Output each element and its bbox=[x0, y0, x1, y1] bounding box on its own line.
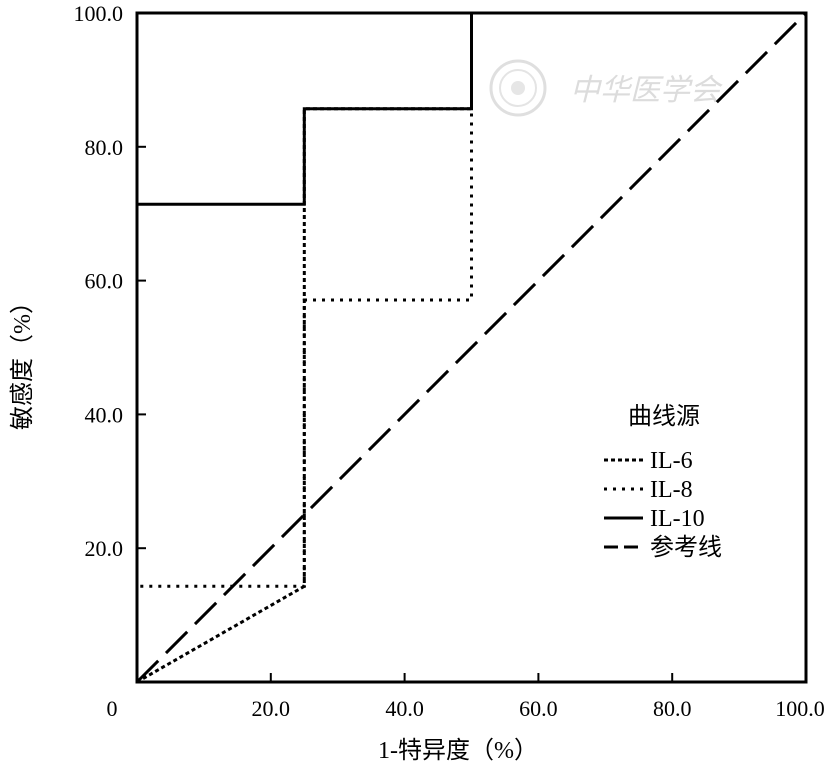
x-tick-label: 60.0 bbox=[519, 696, 558, 721]
legend-label-IL-10: IL-10 bbox=[650, 506, 705, 532]
legend-title: 曲线源 bbox=[628, 403, 700, 430]
series-lines bbox=[135, 11, 808, 684]
x-ticks: 0 20.0 40.0 60.0 80.0 100.0 bbox=[107, 673, 825, 721]
watermark-seal-icon bbox=[489, 59, 547, 117]
x-axis-title: 1-特异度（%） bbox=[378, 737, 538, 764]
legend-label-IL-8: IL-8 bbox=[650, 477, 693, 503]
series-line-IL-10 bbox=[135, 11, 806, 682]
y-ticks: 20.0 40.0 60.0 80.0 100.0 bbox=[74, 1, 146, 561]
x-tick-label: 0 bbox=[107, 696, 118, 721]
y-axis-title: 敏感度（%） bbox=[9, 290, 36, 430]
legend-label-参考线: 参考线 bbox=[650, 534, 722, 561]
y-tick-label: 60.0 bbox=[85, 269, 124, 294]
x-tick-label: 40.0 bbox=[385, 696, 424, 721]
legend-label-IL-6: IL-6 bbox=[650, 448, 693, 474]
y-tick-label: 40.0 bbox=[85, 402, 124, 427]
x-tick-label: 20.0 bbox=[252, 696, 291, 721]
watermark-text: 中华医学会 bbox=[570, 73, 723, 108]
y-tick-label: 20.0 bbox=[85, 536, 124, 561]
x-tick-label: 80.0 bbox=[653, 696, 692, 721]
x-tick-label: 100.0 bbox=[775, 696, 825, 721]
series-line-IL-8 bbox=[135, 11, 806, 682]
y-tick-label: 80.0 bbox=[85, 135, 124, 160]
y-tick-label: 100.0 bbox=[74, 1, 124, 26]
series-line-参考线 bbox=[135, 11, 808, 684]
watermark: 中华医学会 bbox=[489, 59, 723, 117]
